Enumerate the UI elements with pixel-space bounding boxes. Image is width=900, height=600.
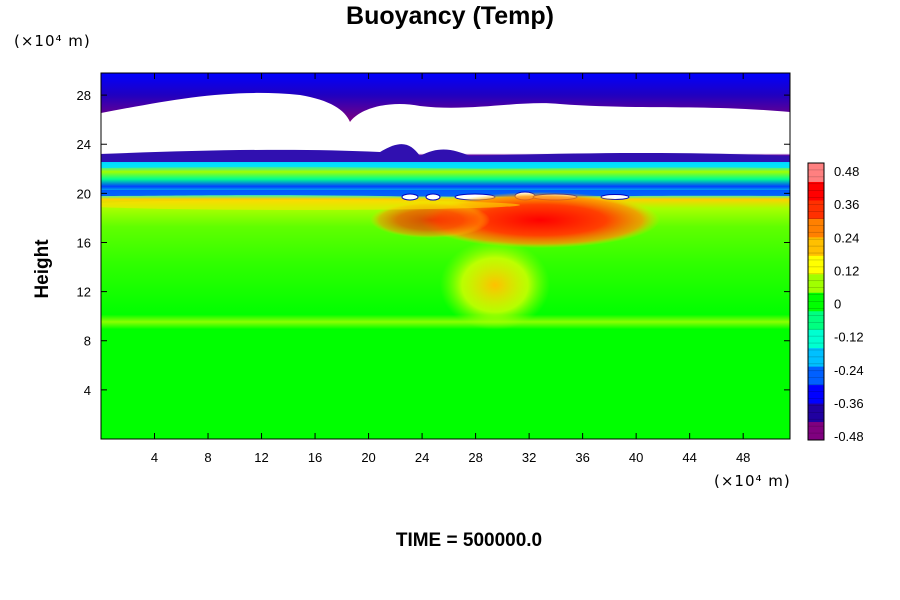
colorbar-label: -0.12 <box>834 330 864 345</box>
x-axis-ticks: 4 8 12 16 20 24 28 32 36 40 44 48 <box>151 73 750 465</box>
y-tick-label: 20 <box>77 186 91 201</box>
lower-band-edge <box>101 144 790 162</box>
colorbar-label: 0.48 <box>834 164 859 179</box>
colorbar-segment <box>808 273 824 293</box>
colorbar-label: -0.24 <box>834 363 864 378</box>
colorbar-label: -0.48 <box>834 429 864 444</box>
colorbar-segment <box>808 347 824 367</box>
colorbar-segment <box>808 218 824 238</box>
colorbar-segment <box>808 292 824 312</box>
colorbar-segment <box>808 255 824 275</box>
x-tick-label: 12 <box>254 450 268 465</box>
y-axis-ticks: 4 8 12 16 20 24 28 <box>77 88 790 398</box>
colorbar-segment <box>808 403 824 423</box>
void-region <box>101 92 790 152</box>
y-tick-label: 4 <box>84 383 91 398</box>
upper-band <box>101 73 790 122</box>
x-tick-label: 20 <box>361 450 375 465</box>
x-tick-label: 32 <box>522 450 536 465</box>
y-tick-label: 24 <box>77 137 91 152</box>
x-tick-label: 40 <box>629 450 643 465</box>
plot-frame <box>100 72 791 440</box>
colorbar-label: 0 <box>834 297 841 312</box>
colorbar-segment <box>808 329 824 349</box>
x-tick-label: 24 <box>415 450 429 465</box>
x-axis-unit: (×10⁴ m) <box>714 472 791 490</box>
x-tick-label: 16 <box>308 450 322 465</box>
colorbar-segment <box>808 366 824 386</box>
warm-plume <box>440 240 550 330</box>
colorbar-segment <box>808 384 824 404</box>
colorbar-segment <box>808 199 824 219</box>
x-tick-label: 36 <box>575 450 589 465</box>
y-tick-label: 16 <box>77 235 91 250</box>
colorbar-segment <box>808 236 824 256</box>
chart-title: Buoyancy (Temp) <box>346 2 554 30</box>
colorbar-label: -0.36 <box>834 396 864 411</box>
stripe-cyan <box>101 162 790 169</box>
colorbar-label: 0.24 <box>834 230 859 245</box>
warm-stripe-upper <box>101 200 520 210</box>
colorbar-segment <box>808 310 824 330</box>
x-tick-label: 4 <box>151 450 158 465</box>
hot-core-left <box>370 202 490 238</box>
x-tick-label: 44 <box>682 450 696 465</box>
x-tick-label: 28 <box>468 450 482 465</box>
colorbar: 0.48 0.36 0.24 0.12 0 -0.12 -0.24 -0.36 -0.48 <box>807 162 864 444</box>
x-tick-label: 48 <box>736 450 750 465</box>
colorbar-label: 0.36 <box>834 197 859 212</box>
y-tick-label: 12 <box>77 285 91 300</box>
colorbar-frame <box>807 162 825 441</box>
y-axis-unit: (×10⁴ m) <box>14 32 91 50</box>
time-readout: TIME = 500000.0 <box>395 530 543 551</box>
colorbar-segment <box>808 163 824 182</box>
y-tick-label: 28 <box>77 88 91 103</box>
y-tick-label: 8 <box>84 334 91 349</box>
colorbar-label: 0.12 <box>834 263 859 278</box>
colorbar-segment <box>808 421 824 441</box>
x-tick-label: 8 <box>204 450 211 465</box>
colorbar-segment <box>808 181 824 201</box>
